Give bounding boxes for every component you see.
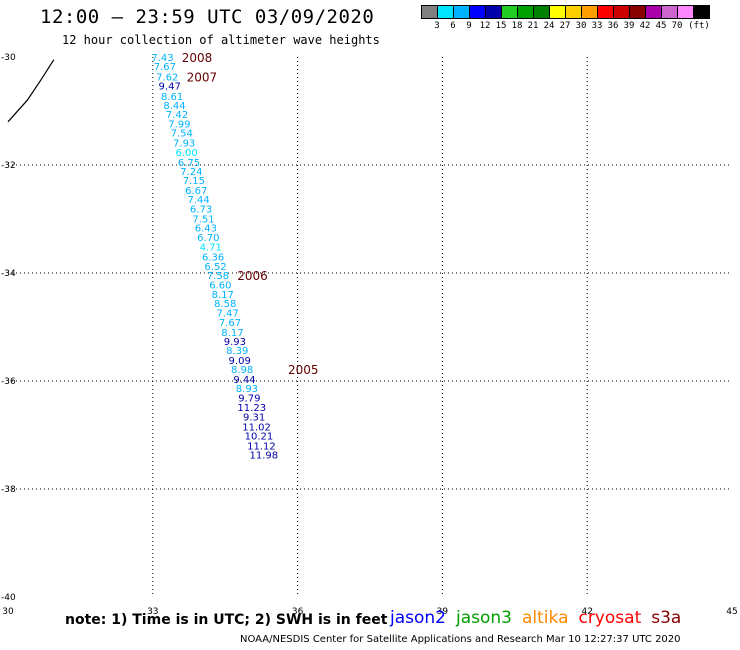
y-tick-label: -40 <box>1 593 16 603</box>
wave-height-label: 6.67 <box>185 186 207 197</box>
credit-line: NOAA/NESDIS Center for Satellite Applica… <box>240 634 681 645</box>
legend-label: 27 <box>559 21 571 31</box>
wave-height-label: 7.93 <box>173 138 195 149</box>
wave-height-label: 7.54 <box>171 129 193 140</box>
wave-height-label: 8.61 <box>161 92 183 103</box>
legend-label: 30 <box>575 21 587 31</box>
wave-height-label: 7.62 <box>156 72 178 83</box>
wave-height-label: 6.73 <box>190 205 212 216</box>
wave-height-label: 7.24 <box>180 167 202 178</box>
wave-height-label: 9.93 <box>224 337 246 348</box>
wave-height-label: 7.15 <box>183 176 205 187</box>
y-tick-label: -30 <box>1 53 16 63</box>
figure-note: note: 1) Time is in UTC; 2) SWH is in fe… <box>65 612 388 628</box>
wave-height-label: 7.43 <box>151 53 173 64</box>
legend-labels: 3 6 9 12 15 18 21 24 27 30 33 36 39 42 45 70 (ft) <box>421 19 710 31</box>
satellite-legend: jason2 jason3 altika cryosat s3a <box>390 608 691 628</box>
wave-height-label: 8.39 <box>226 346 248 357</box>
x-tick-label: 33 <box>147 607 158 617</box>
color-scale-legend: 3 6 9 12 15 18 21 24 27 30 33 36 39 42 45 70 (ft) <box>421 5 710 31</box>
satellite-label-cryosat: cryosat <box>578 608 642 628</box>
wave-height-label: 6.00 <box>175 148 197 159</box>
time-label: 2007 <box>187 70 218 84</box>
wave-height-label: 11.02 <box>242 422 271 433</box>
wave-height-label: 11.98 <box>249 450 278 461</box>
legend-label: 15 <box>495 21 507 31</box>
wave-height-label: 7.44 <box>188 195 210 206</box>
x-tick-label: 30 <box>2 607 14 617</box>
legend-label: 9 <box>466 21 472 31</box>
figure-subtitle: 12 hour collection of altimeter wave hei… <box>62 33 380 47</box>
satellite-label-jason3: jason3 <box>456 608 512 628</box>
wave-height-label: 6.75 <box>178 158 200 169</box>
wave-height-label: 7.51 <box>192 214 214 225</box>
legend-label: 6 <box>450 21 456 31</box>
time-label: 2005 <box>288 363 319 377</box>
x-tick-label: 36 <box>292 607 304 617</box>
wave-height-label: 8.17 <box>221 328 243 339</box>
figure-title: 12:00 – 23:59 UTC 03/09/2020 <box>40 6 375 28</box>
wave-height-label: 8.58 <box>214 299 236 310</box>
time-label: 2006 <box>237 269 268 283</box>
y-tick-label: -32 <box>1 161 16 171</box>
legend-label: 18 <box>511 21 523 31</box>
legend-label: 36 <box>607 21 619 31</box>
wave-height-label: 8.17 <box>212 290 234 301</box>
wave-height-label: 6.70 <box>197 233 219 244</box>
x-tick-label: 42 <box>581 607 592 617</box>
wave-height-label: 7.58 <box>207 271 229 282</box>
legend-label: 24 <box>543 21 555 31</box>
wave-height-label: 11.12 <box>247 441 276 452</box>
legend-swatches <box>421 5 710 19</box>
x-tick-label: 39 <box>437 607 449 617</box>
wave-height-label: 11.23 <box>237 403 266 414</box>
legend-label: 21 <box>527 21 539 31</box>
wave-height-label: 4.71 <box>200 243 222 254</box>
wave-height-label: 7.42 <box>166 110 188 121</box>
y-tick-label: -34 <box>1 269 16 279</box>
satellite-label-altika: altika <box>522 608 569 628</box>
wave-height-label: 7.67 <box>219 318 241 329</box>
legend-label: 45 <box>655 21 667 31</box>
coastline <box>7 59 55 123</box>
satellite-label-jason2: jason2 <box>390 608 446 628</box>
y-tick-label: -38 <box>1 485 16 495</box>
wave-height-label: 9.31 <box>243 413 265 424</box>
wave-height-label: 8.98 <box>231 365 253 376</box>
wave-height-label: 9.44 <box>233 375 255 386</box>
wave-height-label: 9.47 <box>159 82 181 93</box>
wave-height-label: 6.43 <box>195 224 217 235</box>
wave-height-label: 6.60 <box>209 280 231 291</box>
legend-label: 3 <box>434 21 440 31</box>
wave-height-label: 7.67 <box>154 62 176 73</box>
satellite-label-s3a: s3a <box>651 608 682 628</box>
wave-height-label: 6.36 <box>202 252 224 263</box>
legend-label: 33 <box>591 21 603 31</box>
time-label: 2008 <box>182 51 213 65</box>
x-tick-label: 45 <box>726 607 737 617</box>
wave-height-label: 6.52 <box>204 262 226 273</box>
wave-height-label: 8.93 <box>236 384 258 395</box>
wave-height-label: 9.79 <box>238 394 260 405</box>
wave-height-label: 7.47 <box>216 308 238 319</box>
legend-label: 12 <box>479 21 491 31</box>
legend-label: 70 <box>671 21 683 31</box>
wave-height-label: 9.09 <box>229 356 251 367</box>
legend-label: 39 <box>623 21 635 31</box>
wave-height-label: 10.21 <box>245 432 274 443</box>
wave-height-label: 8.44 <box>163 101 185 112</box>
y-tick-label: -36 <box>1 377 16 387</box>
legend-swatch <box>693 5 710 19</box>
legend-label: (ft) <box>688 21 710 31</box>
wave-height-label: 7.99 <box>168 119 190 130</box>
legend-label: 42 <box>639 21 651 31</box>
